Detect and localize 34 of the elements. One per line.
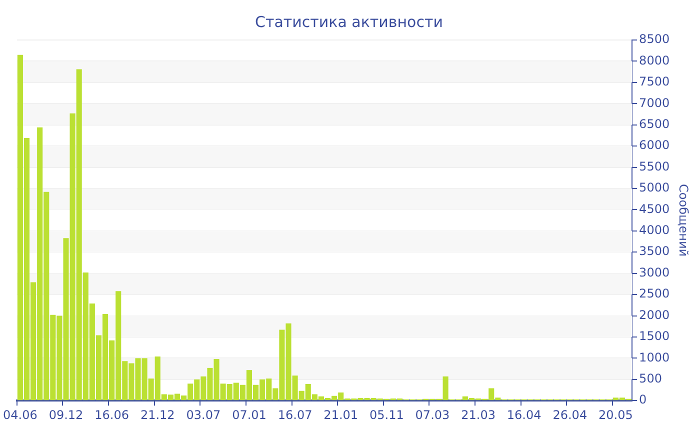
y-tick-label: 4500 — [639, 202, 670, 216]
x-tick-label: 26.04 — [552, 408, 588, 422]
x-tick-label: 21.12 — [140, 408, 175, 422]
x-tick-label: 04.06 — [3, 408, 38, 422]
y-tick-label: 500 — [639, 372, 662, 386]
x-tick-label: 21.01 — [324, 408, 358, 422]
y-tick-label: 2000 — [639, 308, 670, 322]
x-tick-label: 16.06 — [94, 408, 129, 422]
y-tick-label: 3500 — [639, 244, 670, 258]
x-tick-label: 09.12 — [48, 408, 84, 422]
y-tick-label: 5500 — [639, 159, 670, 174]
y-tick-label: 5000 — [639, 180, 670, 195]
y-axis-title: Сообщений — [676, 184, 691, 257]
y-tick-label: 0 — [639, 392, 647, 407]
x-tick-label: 03.07 — [186, 408, 221, 422]
y-tick-label: 4000 — [639, 223, 670, 238]
x-tick-label: 21.03 — [461, 408, 496, 422]
x-tick-label: 05.11 — [369, 408, 404, 422]
chart-title: Статистика активности — [255, 12, 443, 31]
y-tick-label: 3000 — [639, 265, 670, 280]
x-tick-label: 07.01 — [232, 408, 266, 422]
y-tick-label: 8500 — [639, 32, 670, 46]
y-tick-label: 7500 — [639, 74, 670, 89]
y-tick-label: 6000 — [639, 138, 670, 152]
y-tick-label: 8000 — [639, 53, 670, 68]
y-tick-label: 7000 — [639, 96, 670, 110]
y-tick-label: 1000 — [639, 350, 670, 364]
y-tick-label: 6500 — [639, 116, 670, 131]
x-tick-label: 20.05 — [598, 408, 633, 422]
y-tick-label: 2500 — [639, 286, 670, 301]
x-tick-label: 16.04 — [506, 408, 542, 422]
x-tick-label: 16.07 — [278, 408, 312, 422]
y-tick-label: 1500 — [639, 329, 670, 344]
x-tick-label: 07.03 — [415, 408, 450, 422]
